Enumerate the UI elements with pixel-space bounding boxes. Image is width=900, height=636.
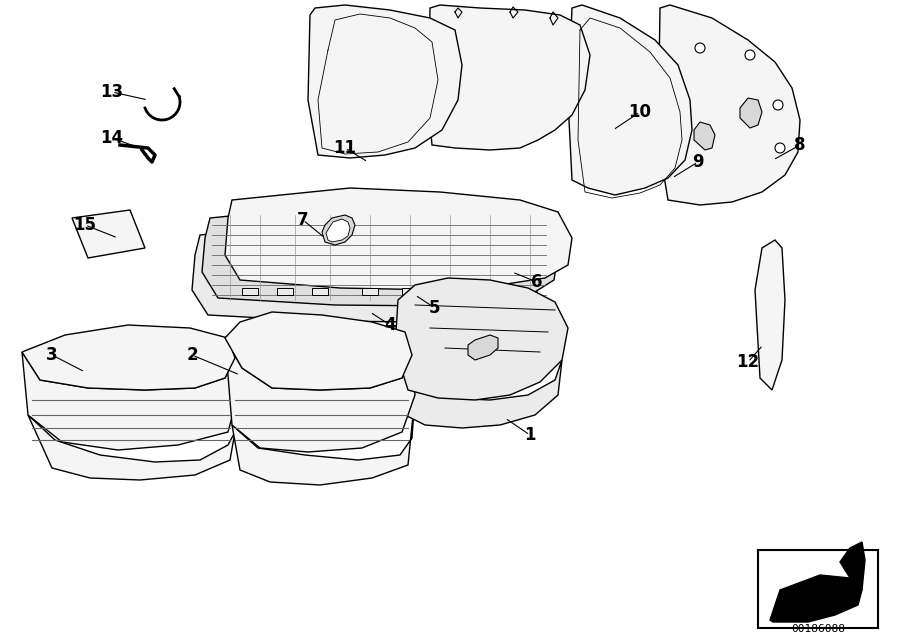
Text: 3: 3: [46, 346, 58, 364]
Polygon shape: [28, 415, 235, 480]
Text: 4: 4: [384, 316, 396, 334]
Circle shape: [773, 100, 783, 110]
Text: 1: 1: [524, 426, 536, 444]
Text: 2: 2: [186, 346, 198, 364]
Text: 14: 14: [101, 129, 123, 147]
Polygon shape: [402, 288, 418, 295]
Circle shape: [775, 143, 785, 153]
Text: 9: 9: [692, 153, 704, 171]
Circle shape: [695, 43, 705, 53]
Polygon shape: [225, 312, 412, 390]
Text: 10: 10: [628, 103, 652, 121]
Polygon shape: [694, 122, 715, 150]
Polygon shape: [447, 288, 463, 295]
Polygon shape: [770, 575, 862, 622]
Polygon shape: [232, 395, 415, 485]
Text: 11: 11: [334, 139, 356, 157]
Polygon shape: [202, 205, 558, 306]
Polygon shape: [755, 240, 785, 390]
Polygon shape: [72, 210, 145, 258]
Polygon shape: [658, 5, 800, 205]
Text: 6: 6: [531, 273, 543, 291]
Text: 00186088: 00186088: [791, 624, 845, 634]
Text: 8: 8: [794, 136, 806, 154]
Polygon shape: [326, 219, 350, 242]
Polygon shape: [568, 5, 692, 195]
Polygon shape: [322, 215, 355, 245]
Polygon shape: [242, 288, 258, 295]
Polygon shape: [312, 288, 328, 295]
Circle shape: [745, 50, 755, 60]
Polygon shape: [22, 352, 238, 450]
Polygon shape: [740, 98, 762, 128]
Polygon shape: [362, 288, 378, 295]
Polygon shape: [398, 360, 562, 428]
Text: 7: 7: [297, 211, 309, 229]
Polygon shape: [225, 338, 415, 452]
Polygon shape: [308, 5, 462, 158]
Polygon shape: [492, 288, 508, 295]
Polygon shape: [428, 5, 590, 150]
Text: 13: 13: [101, 83, 123, 101]
Polygon shape: [277, 288, 293, 295]
Text: 12: 12: [736, 353, 760, 371]
Bar: [758, 550, 878, 628]
Text: 5: 5: [429, 299, 441, 317]
Polygon shape: [192, 222, 540, 322]
Text: 15: 15: [74, 216, 96, 234]
Polygon shape: [225, 188, 572, 290]
Polygon shape: [840, 542, 865, 590]
Polygon shape: [395, 278, 568, 400]
Polygon shape: [468, 335, 498, 360]
Polygon shape: [22, 325, 235, 390]
